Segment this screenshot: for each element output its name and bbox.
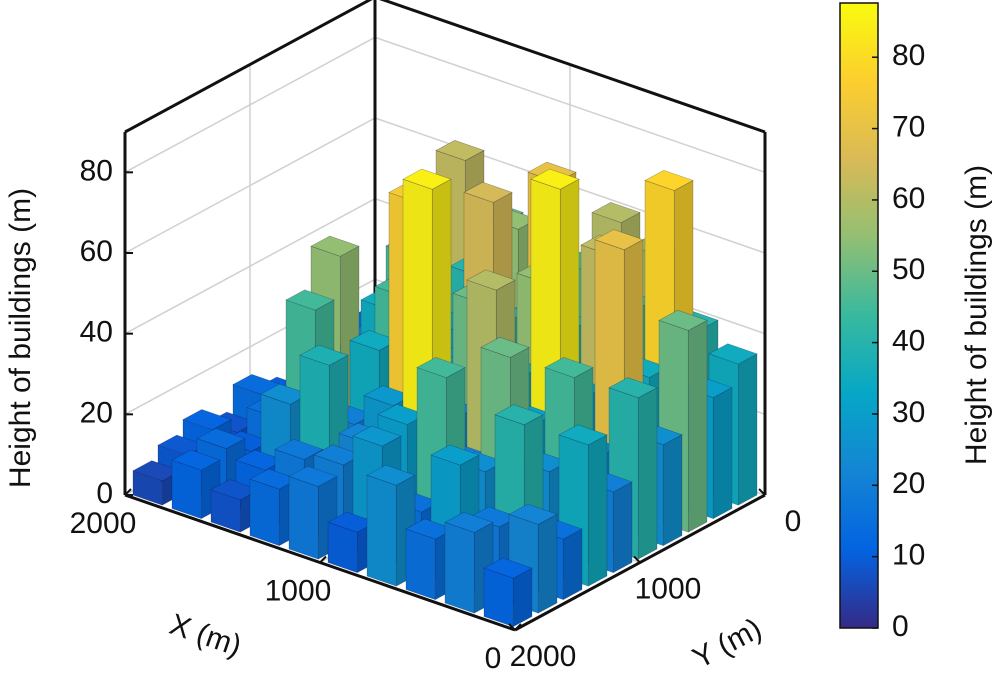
bar-top	[480, 336, 530, 358]
building	[171, 449, 221, 520]
bar-top	[608, 377, 658, 399]
bar-top	[288, 465, 338, 487]
bar-top	[544, 357, 594, 378]
bar-top	[591, 202, 641, 223]
bar-top	[466, 269, 516, 291]
colorbar-tick-label: 80	[892, 39, 925, 72]
bar-top	[363, 385, 413, 407]
tick-mark	[124, 488, 132, 496]
bar-top	[483, 557, 533, 579]
colorbar-tick-label: 70	[892, 110, 925, 143]
building	[327, 511, 377, 574]
tick-mark	[633, 555, 641, 564]
colorbar-label: Height of buildings (m)	[960, 165, 993, 465]
bar-top	[558, 424, 608, 446]
bar-top	[644, 169, 694, 191]
colorbar-tick-label: 60	[892, 182, 925, 215]
bar-face	[637, 387, 658, 560]
bar-top	[313, 444, 363, 466]
z-axis-label: Height of buildings (m)	[4, 188, 37, 488]
axis-box	[124, 0, 373, 134]
bar-top	[349, 329, 399, 351]
bar-top	[132, 460, 182, 482]
bar-top	[435, 139, 485, 161]
bar-top	[508, 503, 558, 525]
colorbar-tick-label: 40	[892, 325, 925, 358]
bar-top	[249, 468, 299, 490]
z-tick-label: 40	[80, 316, 113, 349]
z-tick-label: 60	[80, 235, 113, 268]
x-axis-label: X (m)	[165, 608, 245, 663]
bar-top	[299, 344, 349, 366]
bar-top	[235, 449, 285, 471]
bar-top	[430, 444, 480, 466]
bar-top	[658, 309, 708, 331]
bar-face	[687, 319, 708, 533]
tick-mark	[514, 623, 522, 631]
bar-top	[402, 168, 452, 190]
bar-top	[310, 235, 360, 257]
bar-top	[366, 464, 416, 486]
bar-face	[562, 528, 583, 601]
bar-face	[712, 386, 733, 520]
y-tick-label: 1000	[635, 572, 702, 605]
bar-top	[405, 518, 455, 540]
bar-top	[494, 404, 544, 426]
y-axis-label: Y (m)	[687, 612, 767, 675]
bar-face	[249, 478, 280, 547]
z-tick-label: 80	[80, 154, 113, 187]
colorbar-tick-label: 0	[892, 610, 909, 643]
x-tick-label: 1000	[265, 574, 332, 607]
bar-top	[352, 425, 402, 447]
colorbar-tick-label: 10	[892, 539, 925, 572]
bar-top	[594, 229, 644, 251]
colorbar-tick-label: 30	[892, 396, 925, 429]
bar-face	[662, 434, 683, 547]
bar-face	[366, 474, 397, 587]
tick-mark	[319, 555, 327, 564]
bar-top	[210, 479, 260, 501]
bar-top	[182, 409, 232, 431]
bar-face	[587, 434, 608, 587]
bar-face	[405, 528, 436, 601]
bar-top	[327, 511, 377, 533]
bar-top	[530, 168, 580, 190]
z-tick-label: 20	[80, 396, 113, 429]
colorbar-tick-label: 20	[892, 467, 925, 500]
bar-top	[260, 383, 310, 405]
bar-face	[288, 475, 319, 560]
building	[132, 460, 182, 506]
x-tick-label: 2000	[70, 507, 137, 540]
tick-mark	[758, 488, 766, 496]
tick-mark	[508, 623, 516, 631]
bar-top	[708, 343, 758, 365]
x-tick-label: 0	[485, 642, 502, 675]
bar-top	[274, 438, 324, 460]
building	[483, 557, 533, 628]
bar-face	[444, 521, 475, 614]
colorbar	[839, 2, 879, 629]
colorbar-tick-label: 50	[892, 253, 925, 286]
bar-top	[463, 181, 513, 203]
bar-top	[285, 289, 335, 311]
bar-face	[737, 353, 758, 506]
bar-top	[416, 357, 466, 378]
y-tick-label: 2000	[510, 640, 577, 673]
z-tick-label: 0	[96, 477, 113, 510]
bar-top	[196, 428, 246, 449]
bar-face	[612, 481, 633, 574]
bar-top	[377, 404, 427, 425]
bar-face	[537, 513, 558, 614]
axis-box	[379, 0, 766, 134]
bar-top	[444, 511, 494, 533]
y-tick-label: 0	[785, 505, 802, 538]
bar-top	[171, 449, 221, 471]
